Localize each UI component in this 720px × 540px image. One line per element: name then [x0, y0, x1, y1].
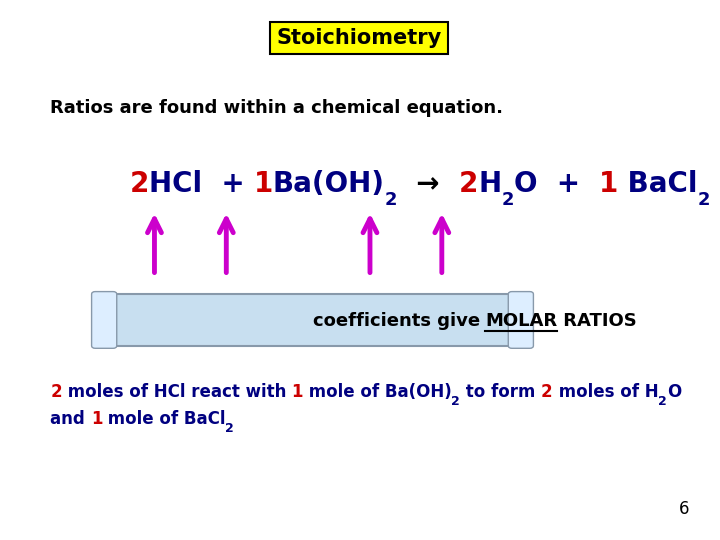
- Text: moles of H: moles of H: [553, 383, 658, 401]
- Text: H: H: [478, 170, 501, 198]
- Text: HCl  +: HCl +: [148, 170, 254, 198]
- Text: 2: 2: [459, 170, 478, 198]
- FancyBboxPatch shape: [104, 294, 521, 346]
- Text: moles of HCl react with: moles of HCl react with: [62, 383, 292, 401]
- Text: 2: 2: [130, 170, 149, 198]
- Text: and: and: [50, 410, 91, 428]
- Text: RATIOS: RATIOS: [557, 312, 637, 330]
- Text: 1: 1: [599, 170, 618, 198]
- Text: 1: 1: [292, 383, 303, 401]
- Text: →: →: [397, 170, 459, 198]
- Text: Ratios are found within a chemical equation.: Ratios are found within a chemical equat…: [50, 99, 503, 117]
- Text: 2: 2: [698, 191, 710, 209]
- Text: 6: 6: [679, 501, 690, 518]
- Text: O  +: O +: [513, 170, 599, 198]
- FancyBboxPatch shape: [508, 292, 534, 348]
- Text: mole of BaCl: mole of BaCl: [102, 410, 225, 428]
- Text: Ba(OH): Ba(OH): [273, 170, 385, 198]
- Text: 2: 2: [658, 395, 667, 408]
- Text: 1: 1: [253, 170, 273, 198]
- Text: 2: 2: [384, 191, 397, 209]
- Text: BaCl: BaCl: [618, 170, 698, 198]
- Text: O: O: [667, 383, 681, 401]
- Text: Stoichiometry: Stoichiometry: [276, 28, 442, 48]
- Text: 2: 2: [541, 383, 553, 401]
- Text: to form: to form: [460, 383, 541, 401]
- Text: coefficients give: coefficients give: [312, 312, 486, 330]
- Text: mole of Ba(OH): mole of Ba(OH): [303, 383, 451, 401]
- Text: 1: 1: [91, 410, 102, 428]
- Text: 2: 2: [50, 383, 62, 401]
- Text: 2: 2: [451, 395, 460, 408]
- Text: 2: 2: [225, 422, 234, 435]
- Text: MOLAR: MOLAR: [485, 312, 557, 330]
- Text: 2: 2: [501, 191, 514, 209]
- FancyBboxPatch shape: [91, 292, 117, 348]
